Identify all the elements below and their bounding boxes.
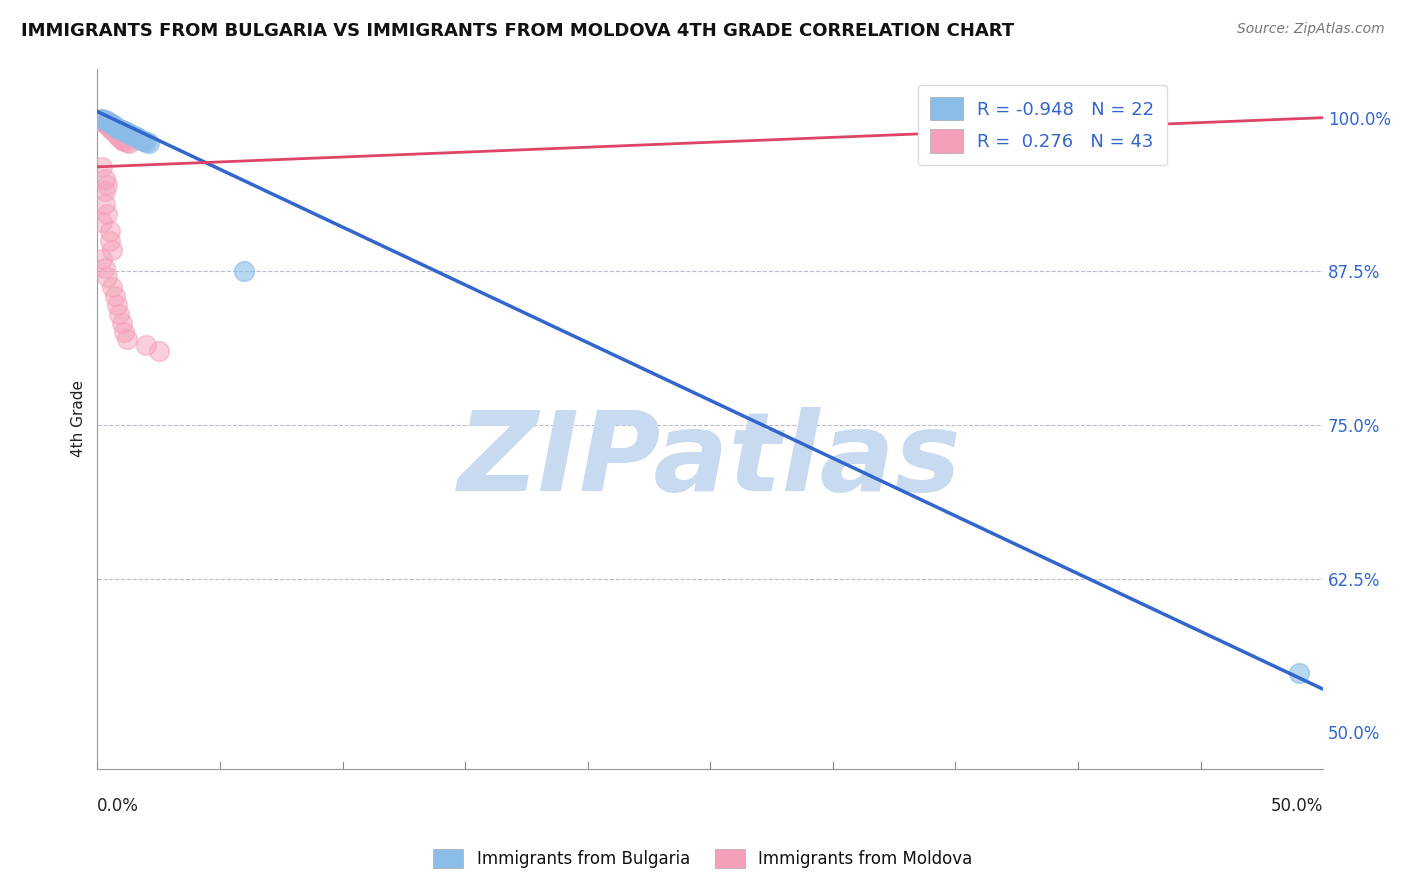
Point — [108, 307, 131, 321]
Point — [101, 123, 124, 137]
Point — [111, 131, 134, 145]
Point — [98, 120, 121, 135]
Point — [96, 270, 118, 285]
Point — [93, 196, 115, 211]
Point — [111, 133, 134, 147]
Legend: Immigrants from Bulgaria, Immigrants from Moldova: Immigrants from Bulgaria, Immigrants fro… — [427, 842, 979, 875]
Point — [103, 120, 125, 134]
Point — [89, 112, 111, 126]
Point — [112, 134, 135, 148]
Point — [93, 172, 115, 186]
Point — [118, 127, 141, 141]
Point — [105, 128, 128, 142]
Point — [93, 114, 115, 128]
Point — [103, 125, 125, 139]
Text: 0.0%: 0.0% — [97, 797, 139, 815]
Point — [108, 121, 131, 136]
Point — [96, 206, 118, 220]
Point — [115, 332, 138, 346]
Point — [115, 125, 138, 139]
Point — [101, 244, 124, 258]
Point — [118, 136, 141, 151]
Point — [101, 121, 124, 136]
Point — [98, 234, 121, 248]
Point — [111, 123, 134, 137]
Legend: R = -0.948   N = 22, R =  0.276   N = 43: R = -0.948 N = 22, R = 0.276 N = 43 — [918, 85, 1167, 165]
Text: 50.0%: 50.0% — [1271, 797, 1323, 815]
Point — [96, 117, 118, 131]
Point — [115, 135, 138, 149]
Point — [112, 124, 135, 138]
Point — [96, 118, 118, 132]
Point — [108, 129, 131, 144]
Point — [96, 114, 118, 128]
Point — [91, 112, 114, 126]
Point — [91, 252, 114, 266]
Point — [91, 160, 114, 174]
Point — [1288, 666, 1310, 681]
Point — [233, 264, 256, 278]
Point — [135, 135, 157, 149]
Point — [98, 115, 121, 129]
Point — [93, 113, 115, 128]
Point — [108, 130, 131, 145]
Point — [135, 338, 157, 352]
Point — [111, 316, 134, 330]
Point — [105, 120, 128, 135]
Point — [105, 127, 128, 141]
Point — [103, 124, 125, 138]
Point — [138, 136, 160, 151]
Point — [112, 325, 135, 339]
Point — [98, 120, 121, 134]
Point — [101, 117, 124, 131]
Y-axis label: 4th Grade: 4th Grade — [72, 380, 86, 458]
Text: ZIPatlas: ZIPatlas — [458, 408, 962, 515]
Point — [148, 344, 170, 359]
Point — [125, 130, 148, 145]
Point — [132, 134, 155, 148]
Point — [131, 133, 153, 147]
Point — [103, 289, 125, 303]
Point — [121, 128, 143, 142]
Point — [93, 115, 115, 129]
Point — [91, 113, 114, 128]
Point — [93, 185, 115, 199]
Point — [93, 260, 115, 275]
Point — [96, 178, 118, 193]
Point — [101, 280, 124, 294]
Point — [128, 131, 150, 145]
Point — [91, 215, 114, 229]
Text: IMMIGRANTS FROM BULGARIA VS IMMIGRANTS FROM MOLDOVA 4TH GRADE CORRELATION CHART: IMMIGRANTS FROM BULGARIA VS IMMIGRANTS F… — [21, 22, 1014, 40]
Point — [98, 224, 121, 238]
Point — [122, 129, 145, 144]
Text: Source: ZipAtlas.com: Source: ZipAtlas.com — [1237, 22, 1385, 37]
Point — [105, 297, 128, 311]
